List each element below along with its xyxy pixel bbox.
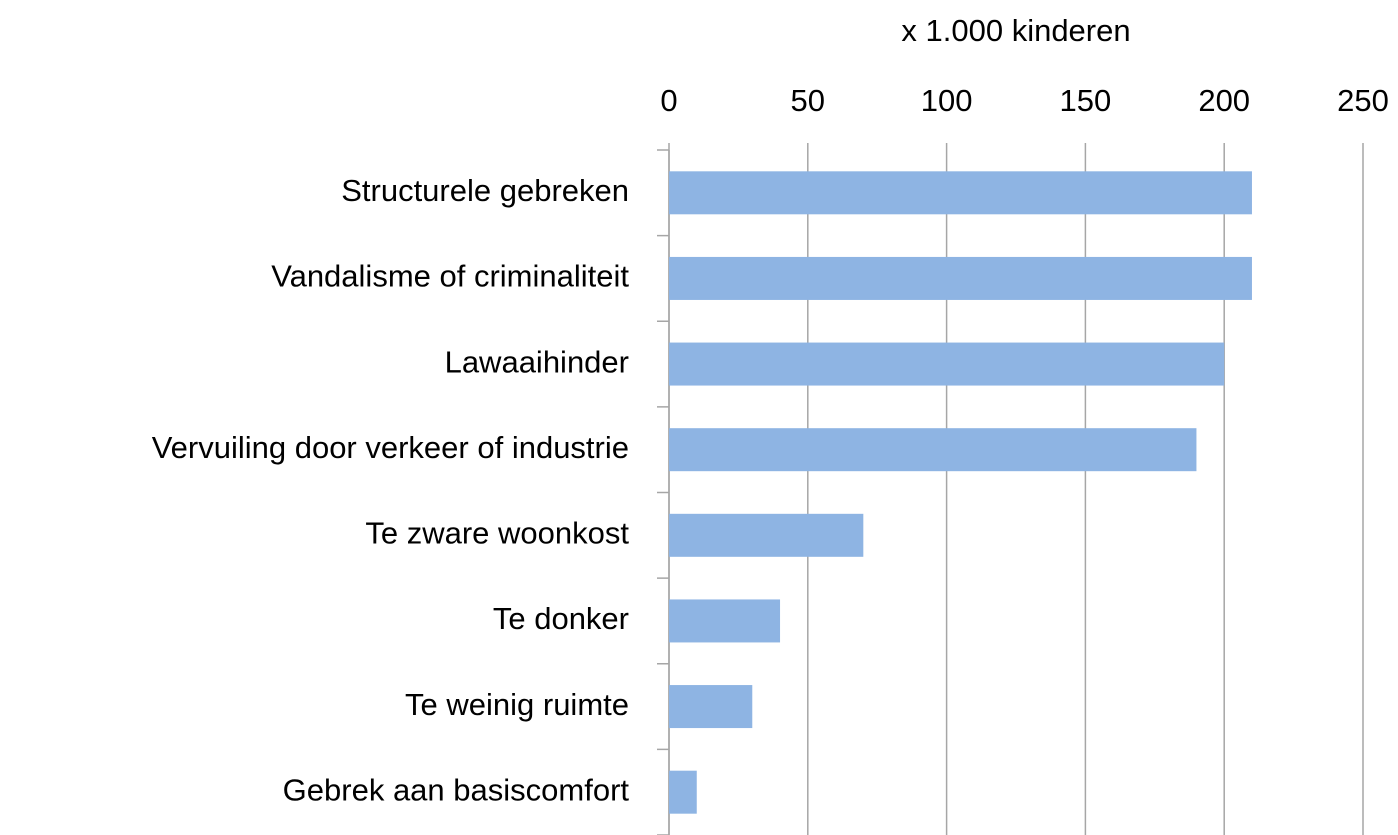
y-tick-label: Vandalisme of criminaliteit bbox=[271, 259, 629, 294]
bar bbox=[669, 342, 1225, 386]
y-tick-label: Vervuiling door verkeer of industrie bbox=[152, 430, 629, 465]
x-tick-label: 250 bbox=[1337, 83, 1389, 118]
bar bbox=[669, 685, 753, 729]
x-tick-label: 100 bbox=[921, 83, 973, 118]
bar bbox=[669, 171, 1252, 215]
x-tick-label: 200 bbox=[1198, 83, 1250, 118]
bar bbox=[669, 256, 1252, 300]
y-tick-label: Lawaaihinder bbox=[445, 344, 629, 379]
y-tick-label: Te zware woonkost bbox=[365, 516, 629, 551]
x-tick-label: 50 bbox=[791, 83, 825, 118]
y-tick-label: Te donker bbox=[493, 601, 629, 636]
axis-title: x 1.000 kinderen bbox=[901, 13, 1130, 48]
y-tick-label: Te weinig ruimte bbox=[405, 687, 629, 722]
y-tick-label: Structurele gebreken bbox=[341, 173, 629, 208]
bar bbox=[669, 770, 697, 814]
bar bbox=[669, 428, 1197, 472]
bar bbox=[669, 513, 864, 557]
x-tick-label: 0 bbox=[660, 83, 677, 118]
bar bbox=[669, 599, 781, 643]
y-tick-label: Gebrek aan basiscomfort bbox=[283, 772, 630, 807]
x-tick-label: 150 bbox=[1060, 83, 1112, 118]
